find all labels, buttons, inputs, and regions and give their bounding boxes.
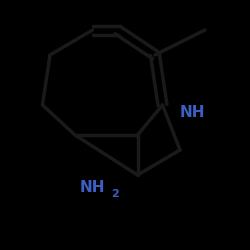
Text: NH: NH [80,180,105,195]
Text: NH: NH [180,105,205,120]
Text: 2: 2 [111,189,119,199]
